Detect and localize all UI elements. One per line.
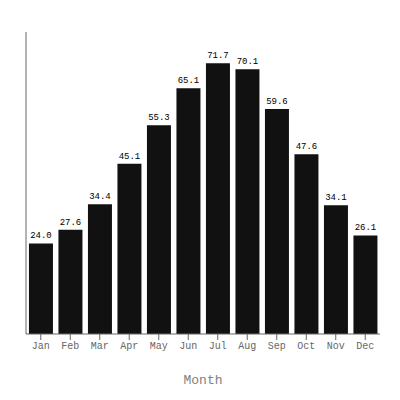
svg-text:47.6: 47.6 bbox=[296, 142, 318, 152]
svg-text:Jan: Jan bbox=[32, 341, 50, 352]
svg-text:Month: Month bbox=[183, 373, 222, 388]
svg-text:71.7: 71.7 bbox=[207, 51, 229, 61]
svg-text:May: May bbox=[150, 341, 168, 352]
svg-text:Nov: Nov bbox=[327, 341, 345, 352]
svg-text:70.1: 70.1 bbox=[237, 57, 259, 67]
svg-text:Sep: Sep bbox=[268, 341, 286, 352]
svg-text:34.1: 34.1 bbox=[325, 193, 347, 203]
svg-text:65.1: 65.1 bbox=[178, 76, 200, 86]
svg-text:Mar: Mar bbox=[91, 341, 109, 352]
svg-text:34.4: 34.4 bbox=[89, 192, 111, 202]
svg-text:Apr: Apr bbox=[120, 341, 138, 352]
svg-text:Jul: Jul bbox=[209, 341, 227, 352]
svg-text:55.3: 55.3 bbox=[148, 113, 170, 123]
svg-text:27.6: 27.6 bbox=[60, 218, 82, 228]
svg-text:24.0: 24.0 bbox=[30, 231, 52, 241]
svg-text:26.1: 26.1 bbox=[355, 223, 377, 233]
svg-text:59.6: 59.6 bbox=[266, 97, 288, 107]
svg-text:Feb: Feb bbox=[61, 341, 79, 352]
svg-text:45.1: 45.1 bbox=[119, 152, 141, 162]
svg-text:Aug: Aug bbox=[238, 341, 256, 352]
svg-text:Jun: Jun bbox=[179, 341, 197, 352]
svg-text:Dec: Dec bbox=[356, 341, 374, 352]
svg-text:Oct: Oct bbox=[297, 341, 315, 352]
